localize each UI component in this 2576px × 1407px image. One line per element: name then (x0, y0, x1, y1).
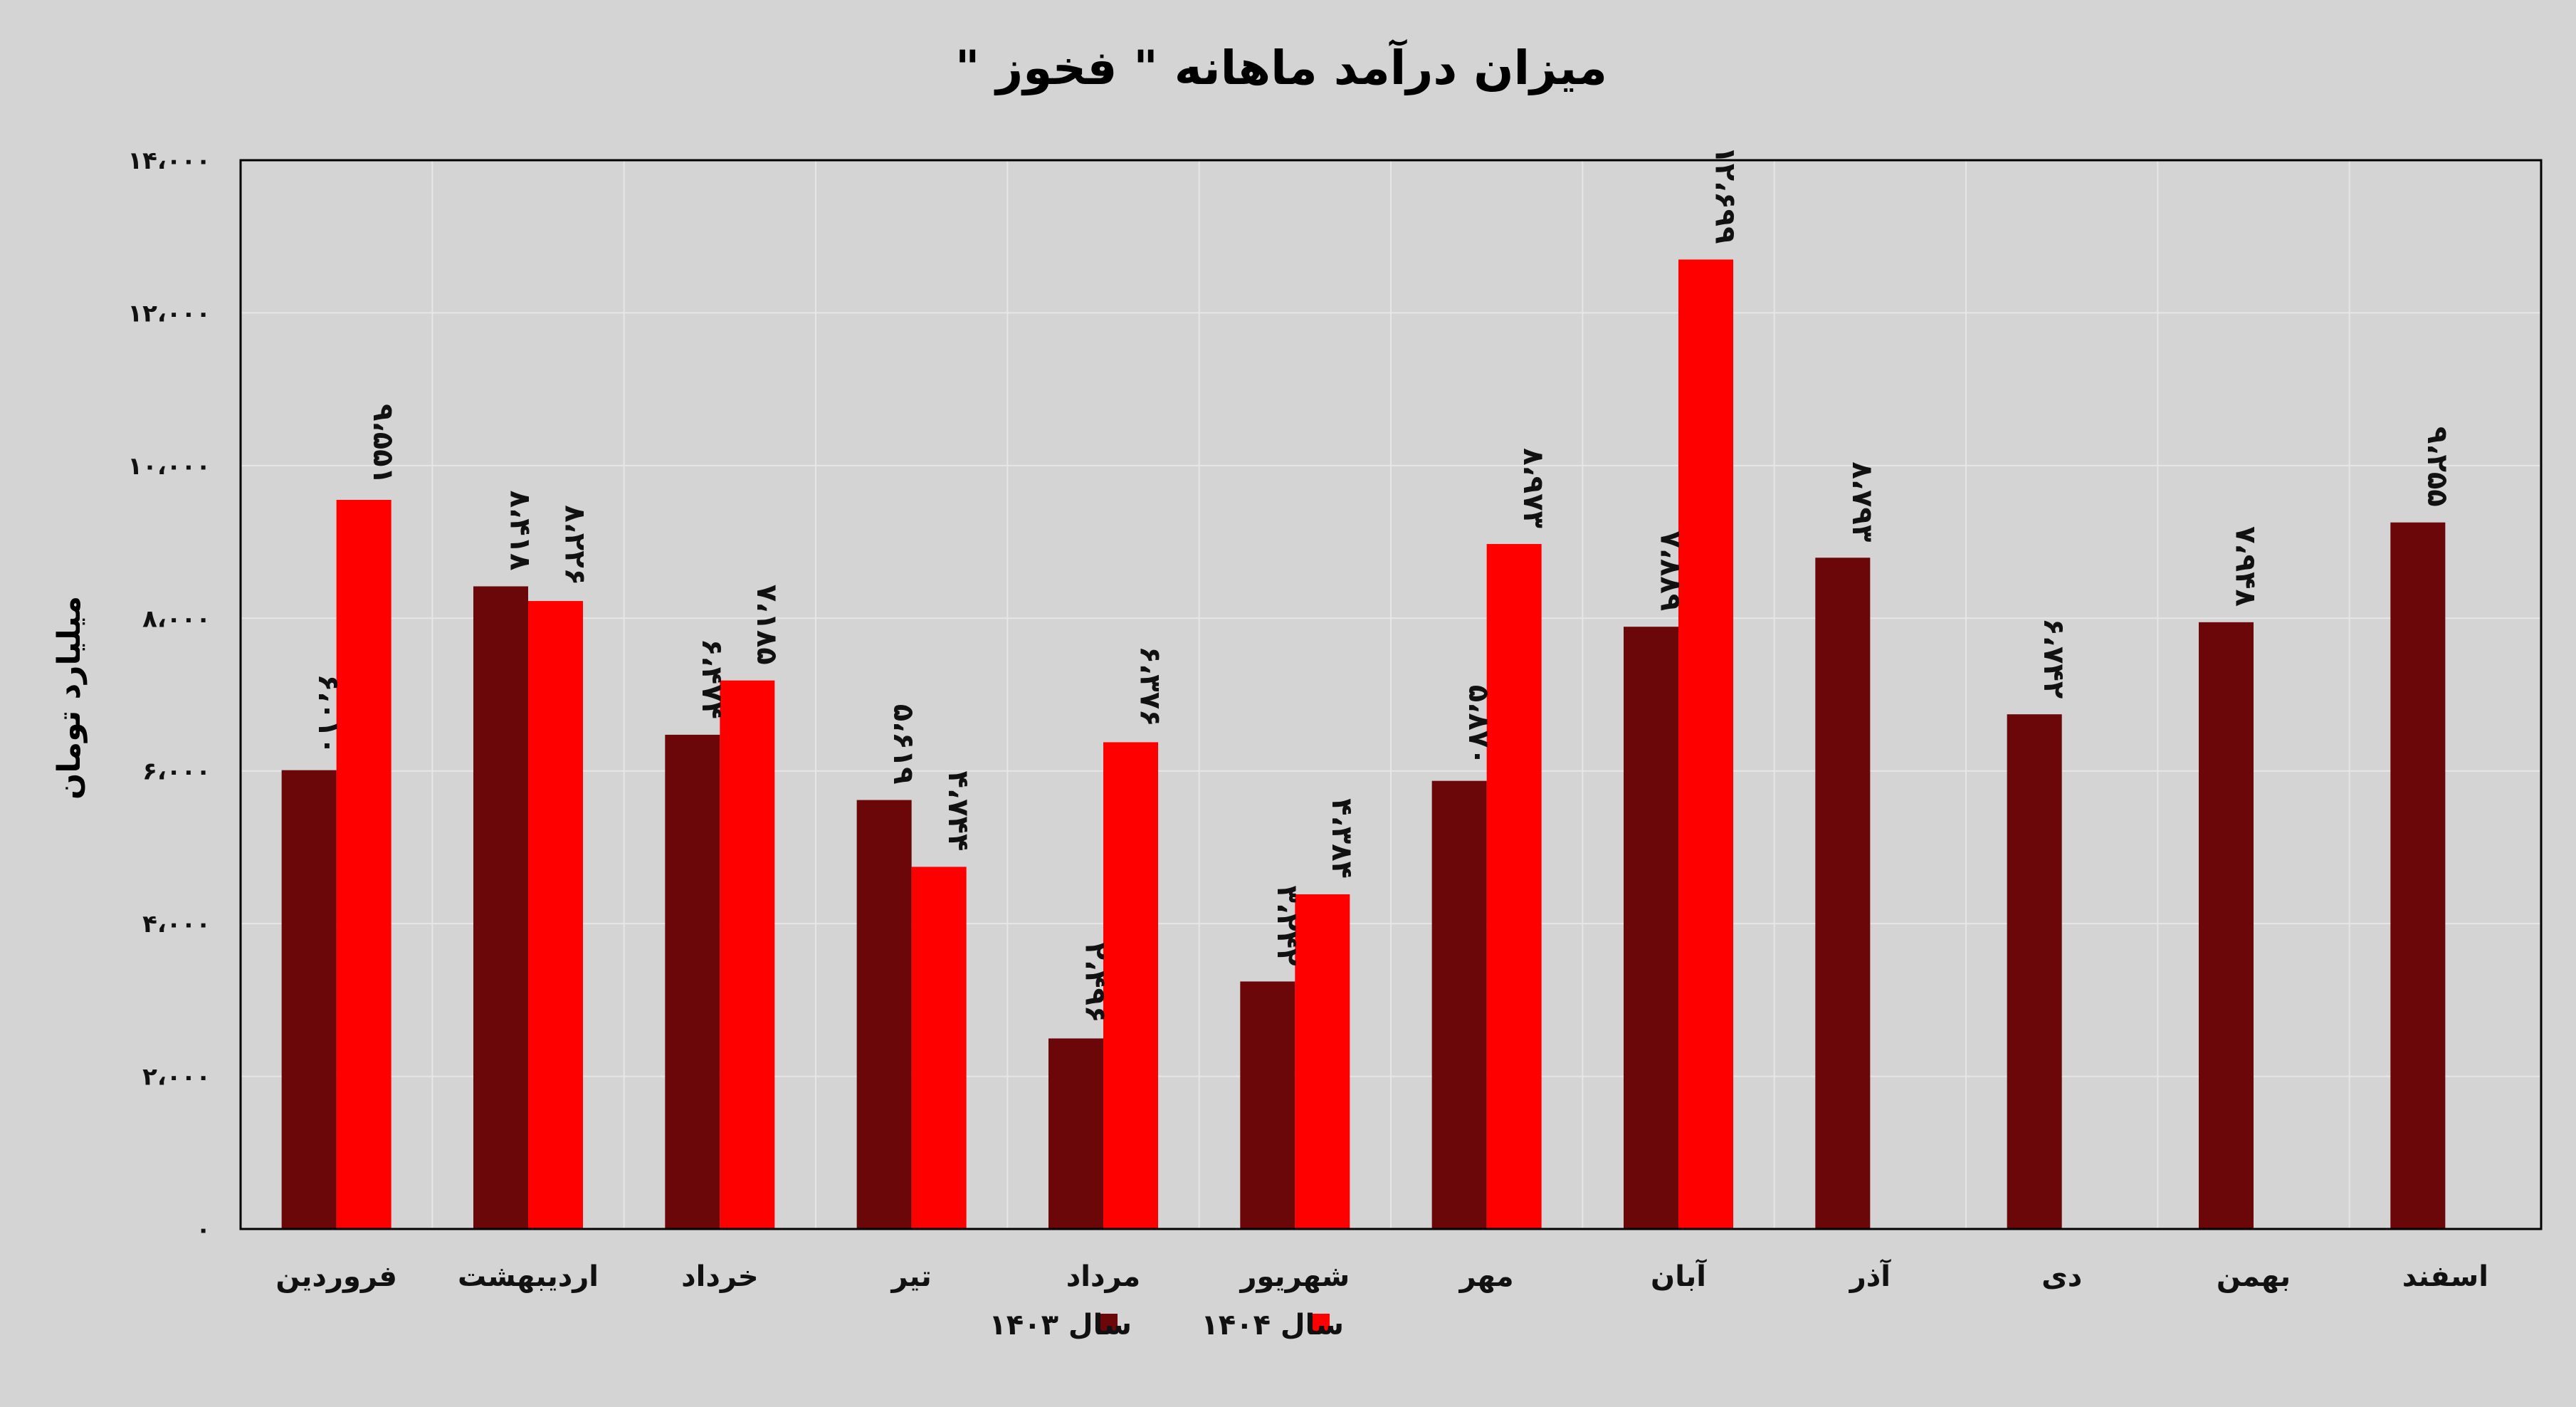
x-category-label: مرداد (1066, 1260, 1140, 1293)
bar-1403 (1048, 1038, 1103, 1229)
data-label: ۵،۶۱۹ (887, 704, 920, 785)
bar-1404 (911, 867, 967, 1229)
bars (281, 259, 2446, 1229)
y-axis-ticks: ۰ ۲،۰۰۰ ۴،۰۰۰ ۶،۰۰۰ ۸،۰۰۰ ۱۰،۰۰۰ ۱۲،۰۰۰ ۱۴،۰۰۰ (127, 147, 211, 1244)
x-category-label: آذر (1849, 1258, 1892, 1293)
data-label: ۸،۴۱۸ (504, 491, 537, 571)
data-label: ۸،۲۲۶ (559, 505, 592, 585)
bar-1404 (1295, 894, 1350, 1229)
y-tick-label: ۱۴،۰۰۰ (127, 147, 211, 175)
y-tick-label: ۰ (196, 1215, 211, 1244)
x-category-label: خرداد (681, 1260, 758, 1293)
data-label: ۵،۸۷۰ (1462, 685, 1495, 765)
bar-1403 (281, 770, 337, 1229)
grid-lines (241, 160, 2541, 1229)
data-label: ۶،۷۴۲ (2037, 618, 2070, 699)
bar-1404 (1486, 543, 1542, 1229)
y-axis-label: میلیارد تومان (51, 596, 88, 800)
bar-1403 (1431, 780, 1487, 1229)
data-label: ۶،۰۱۰ (312, 674, 345, 755)
bar-1403 (2390, 522, 2446, 1229)
data-label: ۶،۳۷۶ (1134, 647, 1167, 727)
y-tick-label: ۸،۰۰۰ (142, 605, 211, 633)
data-label: ۱۲،۶۹۹ (1709, 146, 1742, 244)
y-tick-label: ۱۲،۰۰۰ (127, 299, 211, 328)
data-label: ۳،۲۴۲ (1271, 886, 1303, 966)
x-category-label: فروردین (275, 1260, 397, 1293)
data-label: ۷،۸۸۹ (1654, 530, 1687, 611)
x-category-label: دی (2041, 1260, 2082, 1293)
data-labels: ۶،۰۱۰ ۹،۵۵۱ ۸،۴۱۸ ۸،۲۲۶ ۶،۴۷۴ ۷،۱۸۵ ۵،۶۱۹ ۴،۷۴۴… (312, 146, 2454, 1022)
x-category-label: اسفند (2402, 1260, 2488, 1293)
legend-entry: سال ۱۴۰۴ (1201, 1309, 1344, 1341)
data-label: ۶،۴۷۴ (695, 639, 728, 719)
data-label: ۸،۹۷۳ (1517, 448, 1550, 528)
bar-1404 (336, 499, 391, 1229)
plot-area-border (239, 159, 2543, 1230)
data-label: ۷،۱۸۵ (750, 585, 783, 665)
data-label: ۹،۲۵۵ (2421, 427, 2454, 507)
y-tick-label: ۶،۰۰۰ (142, 758, 211, 786)
bar-1403 (2007, 714, 2062, 1229)
x-category-label: بهمن (2217, 1260, 2291, 1293)
bar-1403 (1240, 981, 1295, 1229)
legend-swatch (1098, 1314, 1118, 1334)
x-category-label: شهریور (1239, 1260, 1350, 1293)
bar-1403 (473, 586, 528, 1229)
x-category-label: اردیبهشت (458, 1260, 599, 1293)
legend: سال ۱۴۰۳ سال ۱۴۰۴ (989, 1309, 1344, 1341)
legend-entry: سال ۱۴۰۳ (989, 1309, 1132, 1341)
bar-1404 (1678, 259, 1733, 1229)
x-category-label: آبان (1651, 1258, 1707, 1293)
x-category-label: مهر (1458, 1260, 1514, 1293)
data-label: ۹،۵۵۱ (367, 404, 399, 484)
x-axis-categories: فروردین اردیبهشت خرداد تیر مرداد شهریور مهر آبا… (275, 1258, 2488, 1293)
data-label: ۴،۳۸۴ (1325, 798, 1358, 879)
y-tick-label: ۲،۰۰۰ (142, 1063, 211, 1092)
bar-1403 (2199, 622, 2254, 1229)
bar-1404 (1103, 742, 1158, 1229)
bar-1403 (1624, 627, 1678, 1229)
bar-1403 (1815, 558, 1871, 1229)
bar-1403 (856, 800, 912, 1229)
data-label: ۸،۷۹۳ (1846, 461, 1878, 542)
y-tick-label: ۱۰،۰۰۰ (127, 452, 211, 481)
x-category-label: تیر (890, 1260, 932, 1293)
chart-title: میزان درآمد ماهانه " فخوز " (955, 38, 1607, 96)
data-label: ۴،۷۴۴ (942, 771, 974, 852)
legend-swatch (1310, 1314, 1330, 1334)
y-tick-label: ۴،۰۰۰ (142, 910, 211, 938)
data-label: ۷،۹۴۸ (2229, 526, 2262, 607)
bar-1404 (720, 680, 775, 1229)
data-label: ۲،۴۹۶ (1079, 943, 1112, 1023)
bar-1403 (665, 734, 720, 1229)
bar-1404 (528, 601, 583, 1229)
